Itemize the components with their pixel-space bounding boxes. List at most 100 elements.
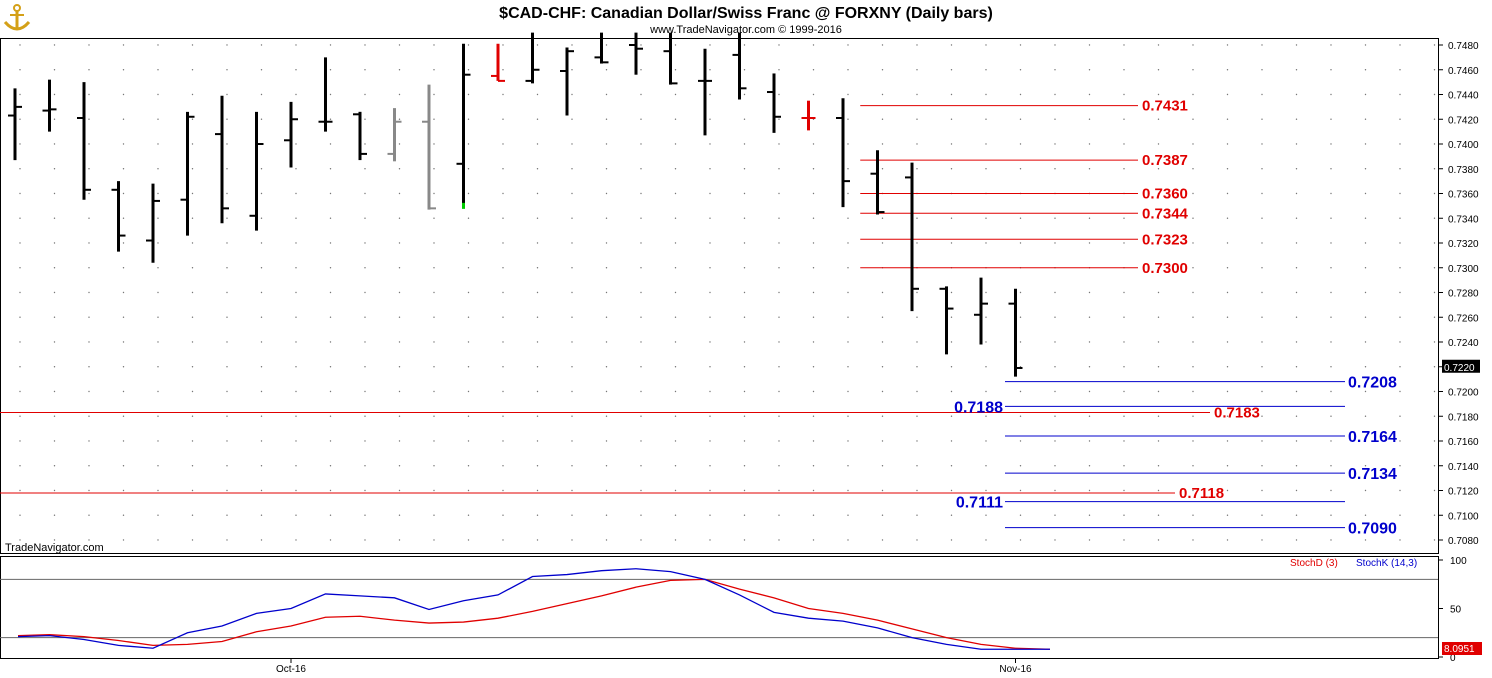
grid-dot (916, 415, 918, 417)
grid-dot (53, 192, 56, 195)
grid-dot (191, 93, 194, 96)
grid-dot (1226, 316, 1229, 318)
grid-dot (812, 192, 815, 195)
price-grid (19, 44, 1436, 541)
grid-dot (881, 390, 884, 393)
grid-dot (1088, 118, 1091, 120)
grid-dot (881, 242, 884, 244)
grid-dot (364, 415, 366, 417)
grid-dot (1399, 514, 1401, 516)
grid-dot (1364, 118, 1367, 120)
grid-dot (709, 316, 711, 318)
grid-dot (88, 440, 90, 442)
grid-dot (640, 316, 642, 318)
grid-dot (1433, 390, 1436, 393)
x-axis: Oct-16 Nov-16 (276, 658, 1032, 675)
grid-dot (502, 168, 504, 170)
grid-dot (605, 415, 608, 417)
grid-dot (950, 316, 953, 318)
grid-dot (226, 366, 228, 368)
grid-dot (847, 267, 849, 269)
grid-dot (1192, 267, 1194, 269)
y-tick-label: 0.7420 (1448, 115, 1479, 126)
grid-dot (502, 440, 504, 442)
grid-dot (88, 465, 90, 467)
grid-dot (1123, 366, 1125, 368)
grid-dot (295, 242, 297, 244)
grid-dot (605, 143, 608, 145)
grid-dot (1088, 143, 1091, 145)
grid-dot (1192, 390, 1194, 393)
grid-dot (1019, 168, 1022, 170)
grid-dot (1054, 291, 1056, 294)
grid-dot (260, 465, 263, 467)
grid-dot (122, 69, 125, 71)
grid-dot (1123, 440, 1125, 442)
grid-dot (1019, 217, 1022, 219)
grid-dot (157, 69, 159, 71)
grid-dot (191, 440, 194, 442)
grid-dot (295, 291, 297, 294)
grid-dot (812, 489, 815, 492)
grid-dot (1330, 415, 1332, 417)
grid-dot (1261, 143, 1263, 145)
grid-dot (1330, 465, 1332, 467)
grid-dot (1364, 44, 1367, 46)
grid-dot (19, 539, 21, 541)
grid-dot (916, 489, 918, 492)
grid-dot (1123, 44, 1125, 46)
grid-dot (847, 341, 849, 343)
grid-dot (743, 217, 746, 219)
grid-dot (226, 514, 228, 516)
grid-dot (157, 539, 159, 541)
grid-dot (536, 415, 539, 417)
grid-dot (778, 366, 780, 368)
grid-dot (674, 192, 677, 195)
grid-dot (916, 440, 918, 442)
grid-dot (1192, 192, 1194, 195)
grid-dot (881, 489, 884, 492)
grid-dot (1088, 291, 1091, 294)
grid-dot (709, 415, 711, 417)
grid-dot (640, 341, 642, 343)
grid-dot (502, 366, 504, 368)
ind-tick-label: 100 (1450, 556, 1467, 567)
grid-dot (1054, 440, 1056, 442)
grid-dot (433, 93, 435, 96)
ohlc-bar (456, 43, 471, 209)
y-tick-label: 0.7260 (1448, 313, 1479, 324)
grid-dot (1295, 316, 1298, 318)
ohlc-bar (525, 32, 540, 84)
y-tick-label: 0.7280 (1448, 289, 1479, 300)
grid-dot (19, 415, 21, 417)
grid-dot (1364, 539, 1367, 541)
grid-dot (1226, 514, 1229, 516)
grid-dot (122, 192, 125, 195)
grid-dot (502, 390, 504, 393)
grid-dot (881, 366, 884, 368)
grid-dot (674, 440, 677, 442)
ohlc-bar (870, 150, 885, 215)
ohlc-bar (353, 111, 367, 161)
grid-dot (881, 168, 884, 170)
grid-dot (778, 539, 780, 541)
grid-dot (295, 217, 297, 219)
grid-dot (1019, 341, 1022, 343)
grid-dot (916, 291, 918, 294)
grid-dot (364, 440, 366, 442)
grid-dot (743, 440, 746, 442)
grid-dot (1226, 415, 1229, 417)
grid-dot (19, 440, 21, 442)
grid-dot (364, 143, 366, 145)
watermark: TradeNavigator.com (5, 542, 104, 554)
grid-dot (53, 366, 56, 368)
grid-dot (329, 341, 332, 343)
grid-dot (329, 465, 332, 467)
grid-dot (1295, 390, 1298, 393)
grid-dot (122, 489, 125, 492)
grid-dot (295, 514, 297, 516)
grid-dot (53, 118, 56, 120)
grid-dot (640, 93, 642, 96)
grid-dot (1433, 415, 1436, 417)
grid-dot (226, 390, 228, 393)
